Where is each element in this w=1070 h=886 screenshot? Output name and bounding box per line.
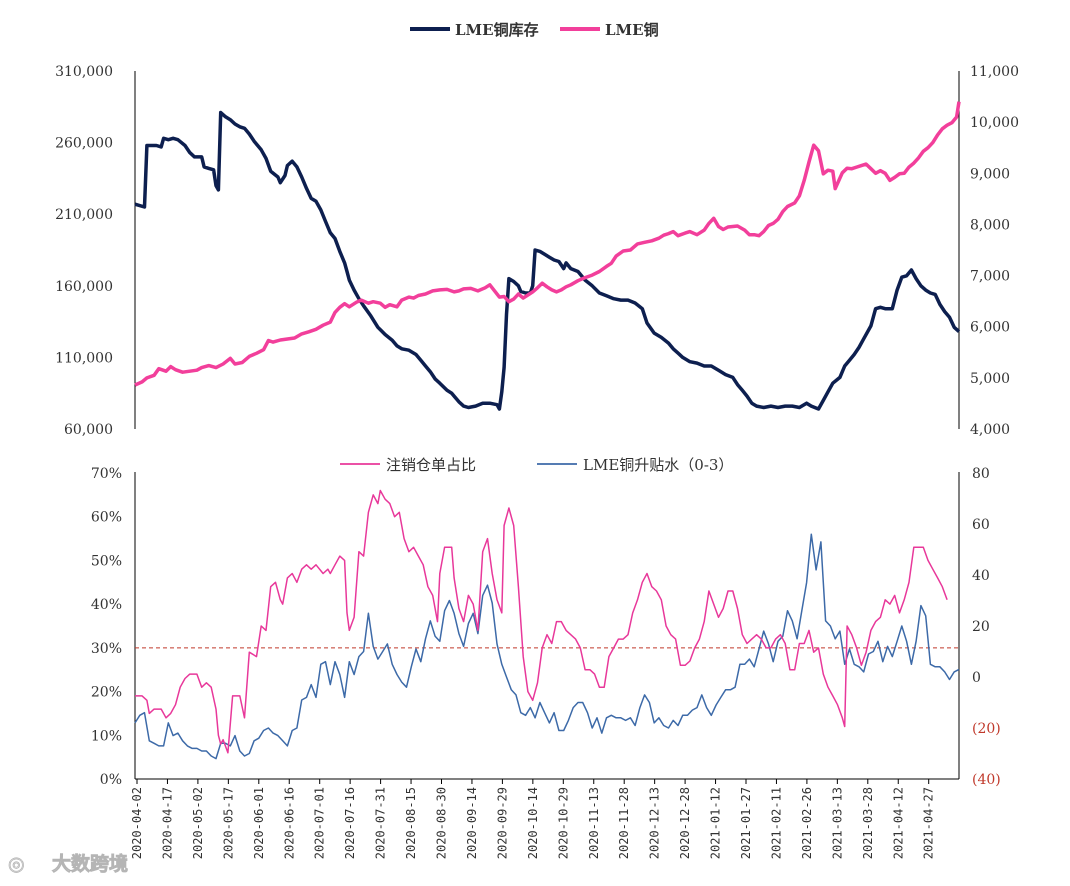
bottom-left-tick-1: 60% <box>91 510 122 526</box>
top-right-tick-7: 4,000 <box>970 422 1010 438</box>
top-left-tick-5: 60,000 <box>64 422 113 438</box>
x-tick-label-0: 2020-04-02 <box>130 787 144 859</box>
x-tick-label-11: 2020-09-14 <box>465 787 479 859</box>
bottom-left-tick-0: 70% <box>91 466 122 482</box>
bottom-right-tick-labels: 80 60 40 20 0 (20) (40) <box>972 466 1001 788</box>
watermark: ◎ 大数跨境 <box>8 852 129 876</box>
x-tick-label-3: 2020-05-17 <box>221 787 235 859</box>
x-tick-label-20: 2021-01-27 <box>739 787 753 859</box>
top-left-tick-4: 110,000 <box>55 350 113 366</box>
x-tick-label-9: 2020-08-15 <box>404 787 418 859</box>
x-tick-label-5: 2020-06-16 <box>282 787 296 859</box>
bottom-left-tick-4: 30% <box>91 641 122 657</box>
bottom-left-tick-2: 50% <box>91 553 122 569</box>
x-tick-label-18: 2020-12-28 <box>678 787 692 859</box>
x-tick-label-16: 2020-11-28 <box>617 787 631 859</box>
legend-label-spread: LME铜升贴水（0-3） <box>583 456 733 474</box>
top-right-tick-4: 7,000 <box>970 269 1010 285</box>
x-tick-label-1: 2020-04-17 <box>160 787 174 859</box>
legend-label-inventory: LME铜库存 <box>455 21 539 39</box>
top-left-tick-3: 160,000 <box>55 279 113 295</box>
series-line-cancelled-warrants-ratio <box>135 489 948 754</box>
bottom-right-tick-2: 40 <box>972 568 990 584</box>
x-tick-label-19: 2021-01-12 <box>709 787 723 859</box>
x-tick-label-26: 2021-04-27 <box>922 787 936 859</box>
x-tick-marks <box>136 779 930 784</box>
series-line-lme-copper-spread <box>134 533 960 760</box>
bottom-left-tick-labels: 70% 60% 50% 40% 30% 20% 10% 0% <box>91 466 122 788</box>
top-legend: LME铜库存 LME铜 <box>410 21 659 39</box>
top-right-tick-6: 5,000 <box>970 371 1010 387</box>
top-left-tick-0: 310,000 <box>55 64 113 80</box>
bottom-left-tick-5: 20% <box>91 685 122 701</box>
x-tick-label-6: 2020-07-01 <box>313 787 327 859</box>
x-tick-label-4: 2020-06-01 <box>252 787 266 859</box>
top-right-tick-labels: 11,000 10,000 9,000 8,000 7,000 6,000 5,000 4,0… <box>970 64 1019 438</box>
top-right-tick-3: 8,000 <box>970 217 1010 233</box>
bottom-right-tick-5: (20) <box>972 721 1001 737</box>
x-tick-label-14: 2020-10-29 <box>556 787 570 859</box>
x-tick-label-10: 2020-08-30 <box>435 787 449 859</box>
x-tick-label-23: 2021-03-13 <box>830 787 844 859</box>
x-tick-label-2: 2020-05-02 <box>191 787 205 859</box>
x-tick-label-8: 2020-07-31 <box>374 787 388 859</box>
top-left-tick-2: 210,000 <box>55 207 113 223</box>
top-left-tick-labels: 310,000 260,000 210,000 160,000 110,000 60,00… <box>55 64 113 438</box>
top-plot-area: 310,000 260,000 210,000 160,000 110,000 60,00… <box>55 64 1019 438</box>
series-line-lme-copper-price <box>134 101 961 387</box>
bottom-left-tick-6: 10% <box>91 728 122 744</box>
x-tick-label-22: 2021-02-26 <box>800 787 814 859</box>
bottom-plot-area: 70% 60% 50% 40% 30% 20% 10% 0% 80 60 40 20 0 (20) (40… <box>91 466 1001 859</box>
legend-label-cancelled-warrants: 注销仓单占比 <box>386 456 476 474</box>
bottom-legend: 注销仓单占比 LME铜升贴水（0-3） <box>340 456 733 474</box>
x-tick-label-15: 2020-11-13 <box>587 787 601 859</box>
bottom-left-tick-3: 40% <box>91 597 122 613</box>
x-tick-label-12: 2020-09-29 <box>495 787 509 859</box>
x-tick-label-24: 2021-03-28 <box>861 787 875 859</box>
bottom-right-tick-3: 20 <box>972 619 990 635</box>
top-right-tick-5: 6,000 <box>970 320 1010 336</box>
x-tick-label-17: 2020-12-13 <box>648 787 662 859</box>
legend-label-copper: LME铜 <box>605 21 659 39</box>
bottom-right-tick-1: 60 <box>972 517 990 533</box>
series-line-lme-copper-inventory <box>134 110 961 411</box>
x-tick-label-13: 2020-10-14 <box>526 787 540 859</box>
bottom-right-tick-6: (40) <box>972 772 1001 788</box>
x-tick-label-21: 2021-02-11 <box>769 787 783 859</box>
bottom-right-tick-0: 80 <box>972 466 990 482</box>
top-left-tick-1: 260,000 <box>55 136 113 152</box>
top-right-tick-2: 9,000 <box>970 166 1010 182</box>
top-right-tick-1: 10,000 <box>970 115 1019 131</box>
x-tick-label-25: 2021-04-12 <box>891 787 905 859</box>
bottom-right-tick-4: 0 <box>972 670 981 686</box>
bottom-left-tick-7: 0% <box>100 772 122 788</box>
top-right-tick-0: 11,000 <box>970 64 1019 80</box>
x-tick-labels: 2020-04-02 2020-04-17 2020-05-02 2020-05-17… <box>130 787 936 859</box>
watermark-text: 大数跨境 <box>52 852 128 875</box>
x-tick-label-7: 2020-07-16 <box>343 787 357 859</box>
watermark-icon: ◎ <box>8 853 25 875</box>
